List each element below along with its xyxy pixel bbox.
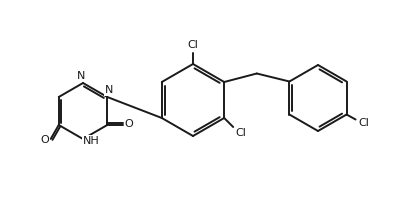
Text: N: N [105, 85, 114, 95]
Text: O: O [125, 119, 134, 129]
Text: Cl: Cl [358, 118, 369, 128]
Text: NH: NH [83, 136, 99, 146]
Text: Cl: Cl [188, 40, 198, 50]
Text: N: N [77, 71, 85, 81]
Text: Cl: Cl [236, 128, 247, 138]
Text: O: O [40, 135, 49, 145]
